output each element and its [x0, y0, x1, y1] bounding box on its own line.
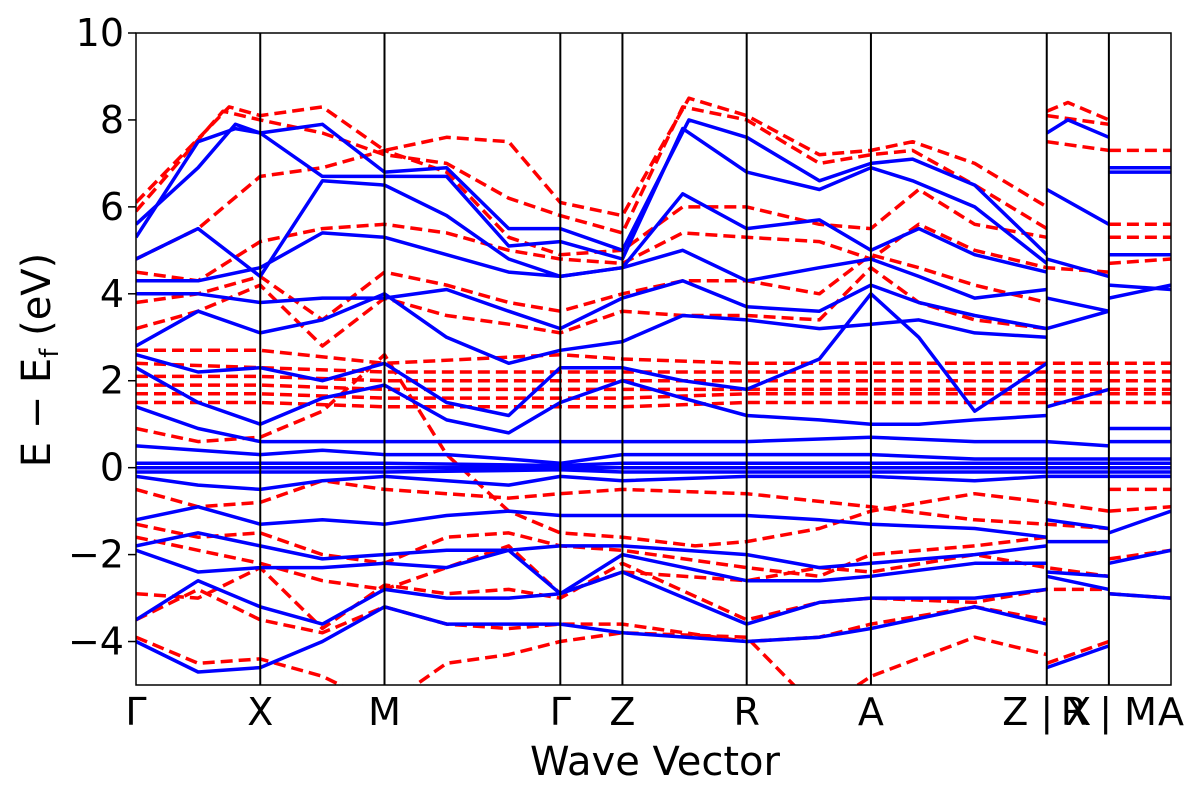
- x-axis-title: Wave Vector: [530, 739, 781, 785]
- blue-band-18: [136, 605, 1110, 674]
- y-axis-title-unit: (eV): [14, 253, 60, 349]
- red-band-2: [136, 139, 1171, 261]
- y-tick-label-1: −2: [68, 533, 124, 577]
- red-band-13: [136, 478, 1171, 531]
- x-tick-label-3: Γ: [550, 690, 571, 734]
- x-tick-label-2: M: [368, 690, 401, 734]
- blue-band-17: [136, 570, 1171, 626]
- blue-band-5: [136, 292, 1047, 366]
- blue-band-16: [136, 548, 1171, 596]
- red-band-4: [136, 252, 1048, 322]
- blue-band-9: [136, 444, 1171, 466]
- y-tick-label-7: 10: [76, 11, 124, 55]
- y-tick-label-4: 4: [100, 272, 124, 316]
- y-tick-label-5: 6: [100, 185, 124, 229]
- red-band-12: [136, 352, 1171, 548]
- y-tick-label-2: 0: [100, 446, 124, 490]
- x-tick-label-6: A: [858, 690, 884, 734]
- y-axis-ticks: −4 −2 0 2 4 6 8 10: [68, 11, 136, 664]
- red-band-6: [136, 348, 1171, 366]
- red-band-14: [136, 522, 1048, 579]
- x-tick-label-1: X: [247, 690, 273, 734]
- blue-band-13: [136, 474, 1171, 492]
- band-lines: [136, 96, 1171, 685]
- y-axis-title-main: E − E: [14, 358, 60, 468]
- red-band-17: [136, 587, 1048, 644]
- y-tick-label-3: 2: [100, 359, 124, 403]
- red-band-11: [136, 400, 1171, 409]
- x-tick-label-9: A: [1158, 690, 1184, 734]
- x-tick-label-7: Z | X: [1002, 690, 1091, 735]
- y-tick-label-6: 8: [100, 98, 124, 142]
- blue-band-10: [136, 461, 1171, 468]
- red-band-7: [136, 361, 1171, 374]
- red-band-1: [136, 105, 1171, 235]
- kpoint-vertical-lines: [259, 33, 1110, 685]
- plot-background: [136, 33, 1171, 685]
- x-tick-label-0: Γ: [125, 690, 146, 734]
- plot-frame: [135, 32, 1172, 686]
- blue-band-15: [136, 531, 1109, 570]
- y-axis-title-subscript: f: [35, 348, 65, 358]
- red-band-5: [136, 265, 1048, 348]
- blue-band-14: [136, 505, 1171, 539]
- x-tick-label-5: R: [733, 690, 759, 734]
- blue-band-12: [136, 468, 1171, 474]
- red-band-0: [136, 96, 1171, 218]
- red-band-18: [136, 631, 1110, 685]
- blue-band-6: [136, 292, 1048, 418]
- red-band-3: [136, 222, 1171, 283]
- y-tick-label-0: −4: [68, 620, 124, 664]
- red-band-10: [136, 392, 1171, 400]
- y-axis-title: E − Ef (eV): [14, 253, 65, 468]
- blue-band-7: [136, 366, 1171, 435]
- x-tick-label-4: Z: [609, 690, 635, 734]
- x-tick-label-8: R | M: [1061, 690, 1157, 735]
- blue-band-8: [136, 405, 1171, 448]
- red-band-9: [136, 383, 1171, 392]
